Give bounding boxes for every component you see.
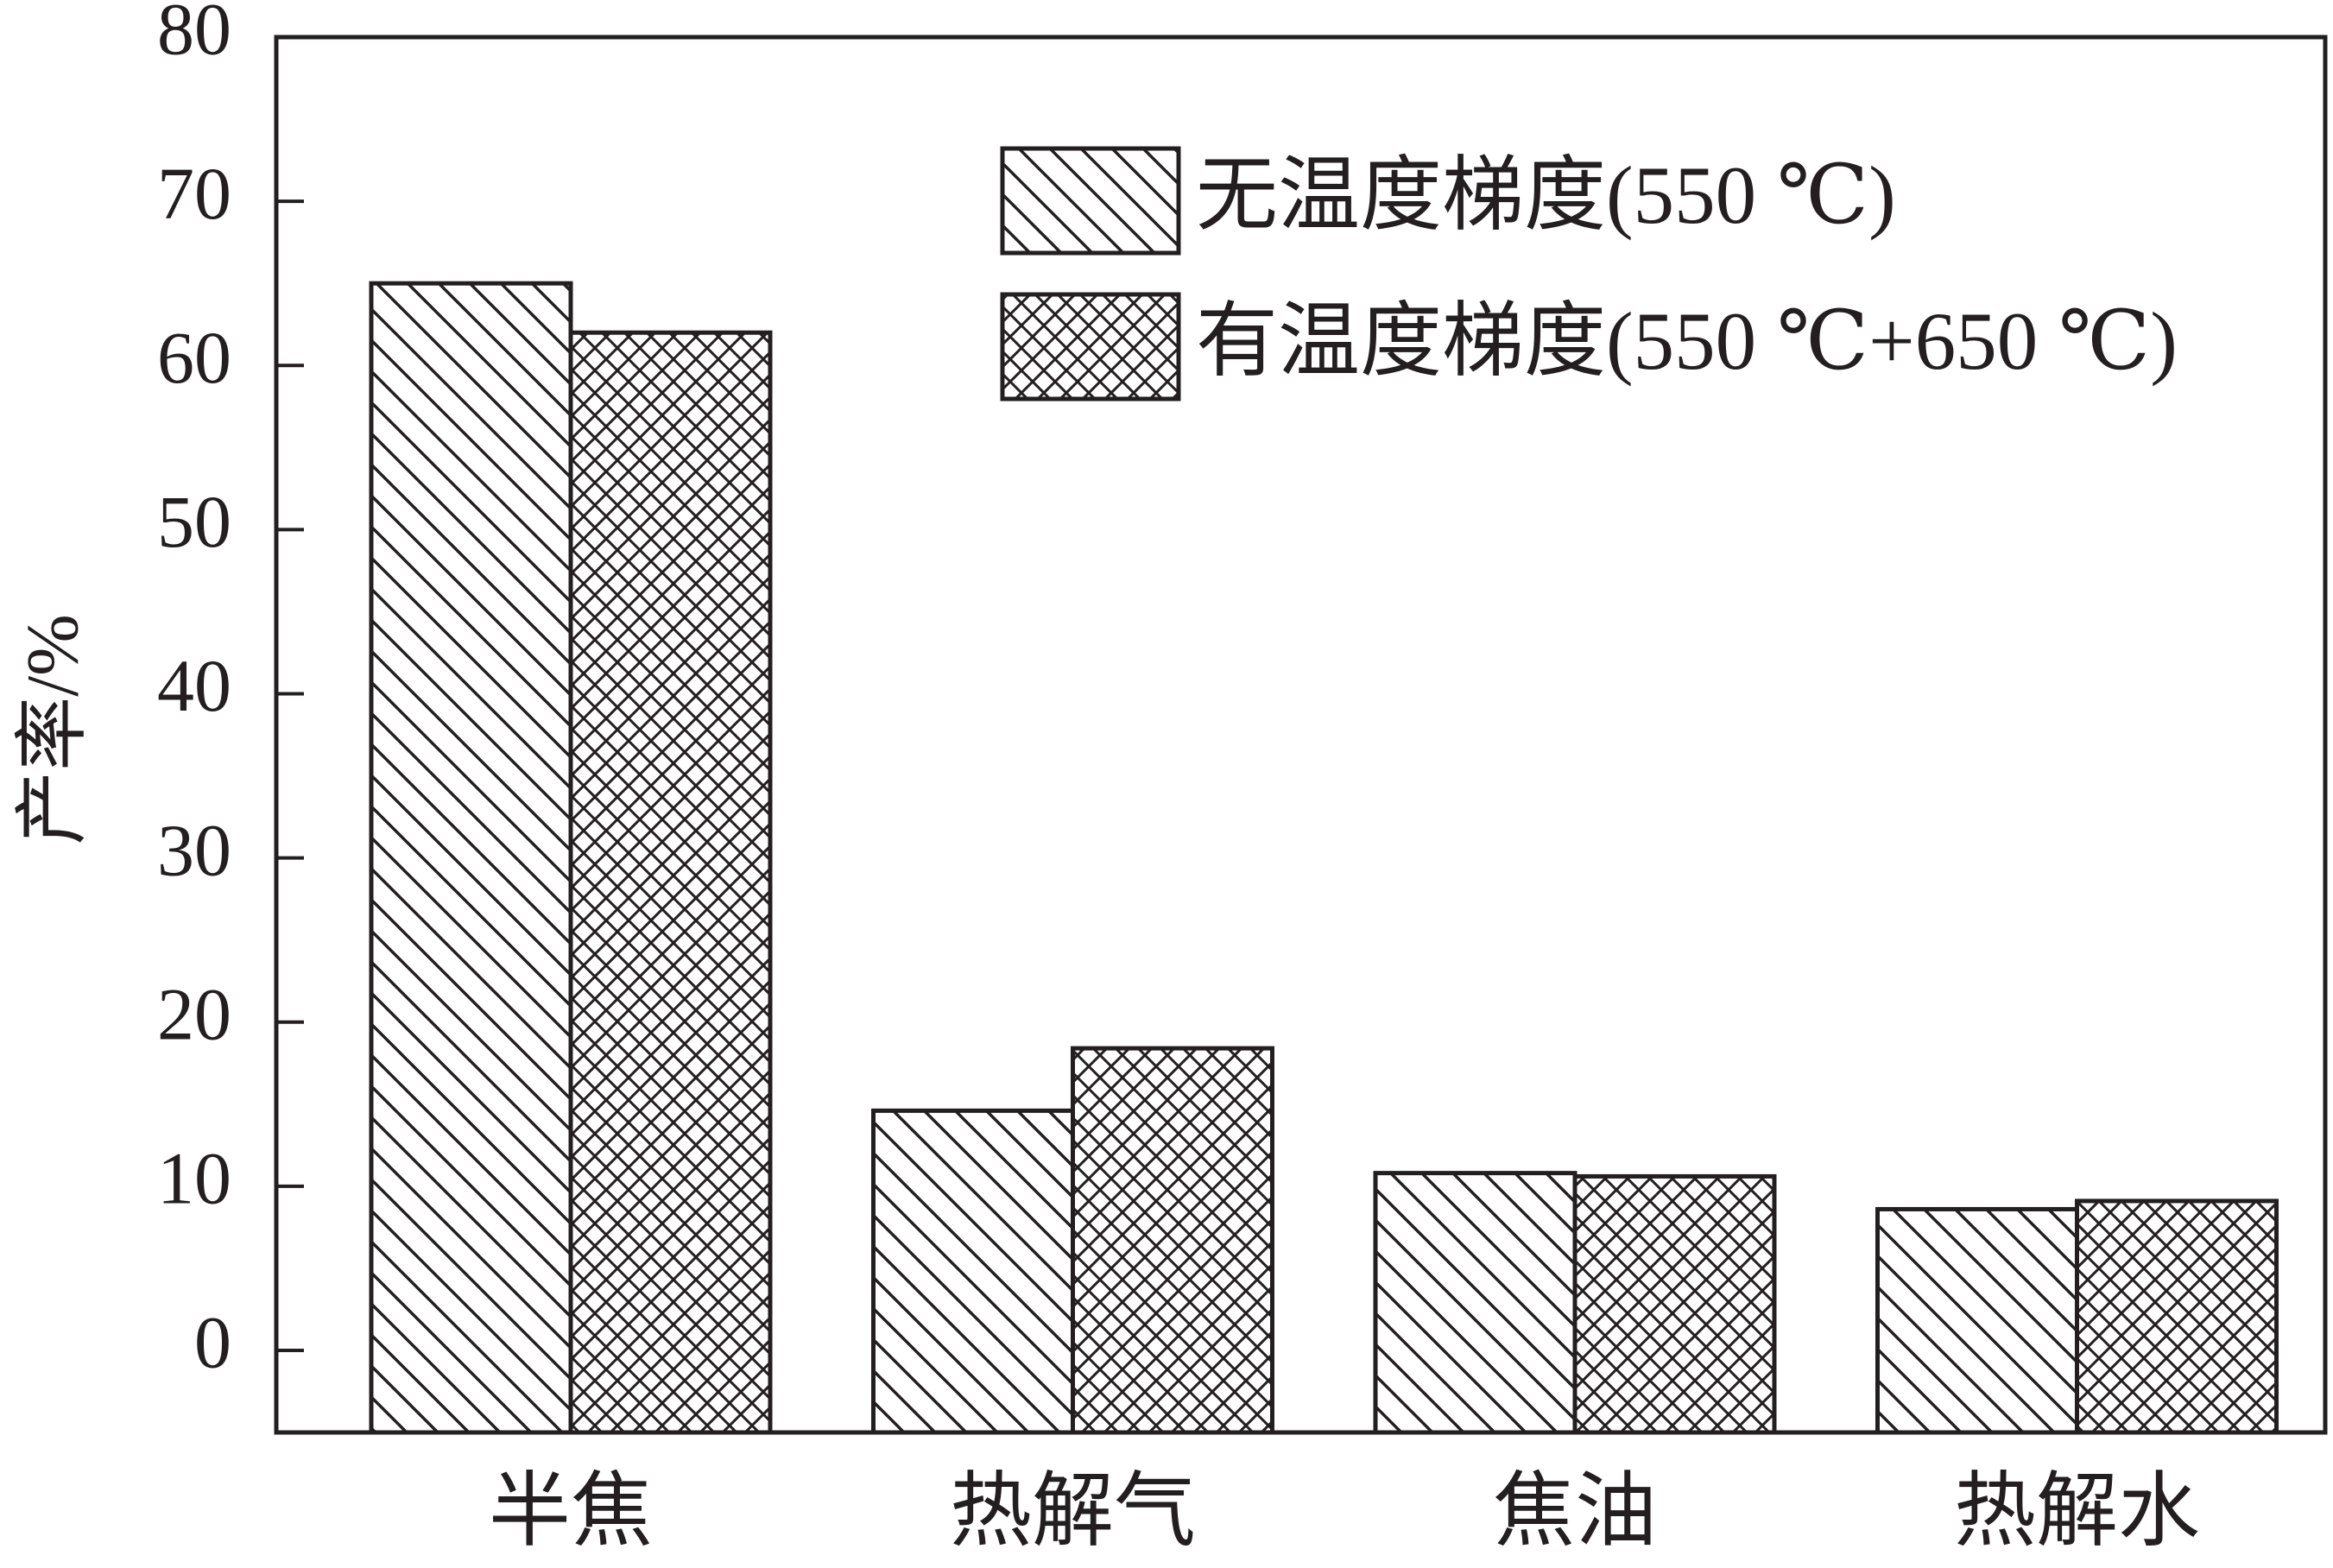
legend-label: 有温度梯度(550 ℃+650 ℃) xyxy=(1196,295,2178,387)
y-tick-label: 40 xyxy=(157,644,231,727)
x-tick-label: 热解气 xyxy=(950,1465,1196,1557)
x-tick-label: 热解水 xyxy=(1954,1465,2200,1557)
bar xyxy=(871,1108,1075,1435)
y-tick-label: 60 xyxy=(157,316,231,399)
y-axis-label: 产率/% xyxy=(11,614,94,845)
y-tick-label: 10 xyxy=(157,1137,231,1220)
bar xyxy=(1572,1173,1777,1435)
bar xyxy=(369,281,573,1435)
x-tick-label: 焦油 xyxy=(1493,1465,1657,1557)
bar xyxy=(2075,1198,2279,1435)
bar xyxy=(1373,1171,1577,1435)
y-tick-label: 50 xyxy=(157,480,231,563)
x-tick-label: 半焦 xyxy=(489,1465,653,1557)
plot-frame xyxy=(274,35,2328,1435)
bar xyxy=(568,330,773,1435)
legend-label: 无温度梯度(550 ℃) xyxy=(1196,149,1896,241)
y-tick-label: 80 xyxy=(157,0,231,71)
bar xyxy=(1875,1206,2079,1435)
y-tick-label: 70 xyxy=(157,152,231,235)
legend-swatch xyxy=(1000,292,1181,401)
y-tick-label: 30 xyxy=(157,808,231,891)
legend-swatch xyxy=(1000,146,1181,256)
y-tick-label: 0 xyxy=(194,1301,231,1384)
y-tick-label: 20 xyxy=(157,972,231,1055)
bar xyxy=(1071,1046,1274,1435)
